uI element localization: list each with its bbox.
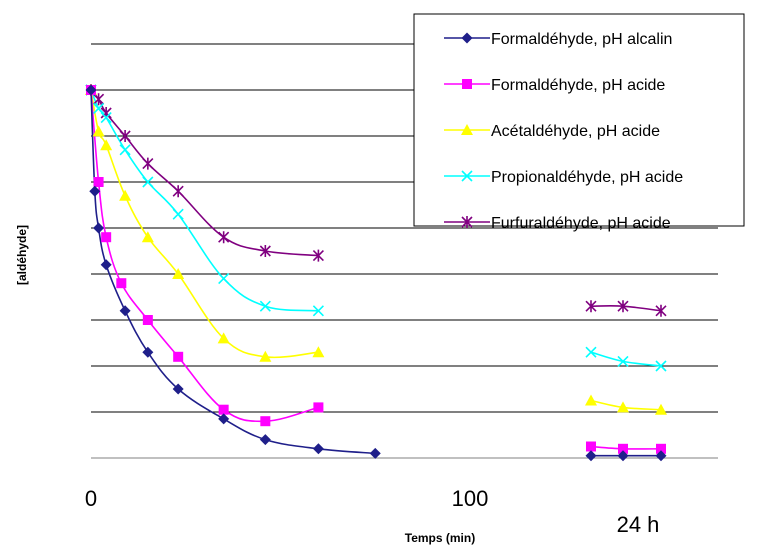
series-1-point-7: [260, 416, 271, 427]
series-1-point-6: [218, 404, 229, 415]
legend-label-1: Formaldéhyde, pH acide: [491, 77, 665, 94]
series-3-point-24h-0: [585, 346, 597, 358]
series-0-point-24h-0: [585, 450, 597, 462]
series-0-point-0: [85, 84, 97, 96]
series-4-line: [90, 89, 319, 257]
series-3-point-7: [259, 300, 271, 312]
series-markers: [85, 84, 667, 462]
series-4-point-24h-0: [585, 300, 597, 313]
series-4-point-8: [312, 249, 324, 262]
series-0-point-10: [369, 447, 381, 459]
series-0-point-4: [119, 305, 131, 317]
series-2-point-3: [119, 189, 132, 201]
legend-box: [413, 13, 745, 227]
series-0-point-3: [100, 259, 112, 271]
series-4-point-5: [172, 185, 184, 198]
series-4-point-24h-2: [655, 304, 667, 317]
series-0-point-2: [93, 222, 105, 234]
series-1-point-3: [116, 278, 127, 289]
series-3-point-8: [312, 305, 324, 317]
series-3-point-2: [100, 112, 112, 124]
series-3-point-6: [218, 273, 230, 285]
series-3-point-24h-2: [655, 360, 667, 372]
series-1-point-24h-0: [586, 441, 596, 452]
x-axis-title: Temps (min): [405, 531, 475, 545]
series-4-point-4: [142, 157, 154, 170]
series-4-point-6: [218, 231, 230, 244]
x-tick-label-0: 0: [85, 486, 97, 511]
series-2-point-6: [217, 332, 230, 344]
legend-label-2: Acétaldéhyde, pH acide: [491, 123, 660, 140]
y-axis-title: [aldéhyde]: [15, 225, 29, 285]
series-2-point-7: [259, 350, 272, 362]
series-1-point-24h-1: [618, 443, 628, 454]
x-tick-label-24h: 24 h: [617, 512, 660, 537]
series-0-point-6: [172, 383, 184, 395]
series-1-point-8: [313, 402, 324, 413]
series-3-point-3: [119, 144, 131, 156]
series-3-point-5: [172, 208, 184, 220]
series-0-point-5: [142, 346, 154, 358]
legend-marker-0: [461, 32, 473, 44]
series-1-point-5: [173, 351, 184, 362]
legend-label-4: Furfuraldéhyde, pH acide: [491, 215, 671, 232]
series-4-point-1: [93, 93, 105, 106]
series-2-point-24h-2: [655, 403, 667, 415]
series-0-point-7: [218, 413, 230, 425]
series-2-point-24h-1: [617, 401, 629, 413]
series-0-point-24h-2: [655, 450, 667, 462]
legend-marker-3: [461, 170, 473, 182]
legend-marker-4: [461, 216, 473, 228]
legend-label-3: Propionaldéhyde, pH acide: [491, 169, 683, 186]
x-tick-label-100: 100: [452, 486, 489, 511]
series-3-point-1: [93, 102, 105, 114]
series-1-point-4: [142, 315, 153, 325]
series-2-point-2: [100, 139, 113, 151]
legend-marker-2: [461, 124, 473, 135]
series-2-point-24h-0: [585, 394, 597, 406]
series-1-point-2: [101, 232, 112, 243]
series-4-point-7: [259, 245, 271, 257]
series-0-point-9: [312, 443, 324, 455]
series-3-point-24h-1: [617, 355, 629, 367]
series-2-point-4: [141, 231, 154, 243]
series-0-point-8: [259, 434, 271, 446]
series-2-point-1: [92, 125, 105, 137]
series-1-point-24h-2: [656, 443, 666, 454]
series-2-point-5: [172, 268, 185, 279]
legend: Formaldéhyde, pH alcalin Formaldéhyde, pH…: [413, 13, 745, 232]
legend-marker-1: [462, 79, 472, 89]
legend-label-0: Formaldéhyde, pH alcalin: [491, 31, 672, 48]
series-0-point-24h-1: [617, 450, 629, 462]
series-0-line: [90, 89, 376, 455]
series-2-point-8: [312, 346, 325, 358]
series-4-point-24h-1: [617, 300, 629, 313]
series-1-point-1: [93, 177, 104, 187]
series-0-point-1: [89, 185, 101, 197]
series-3-point-4: [142, 176, 154, 188]
series-4-point-3: [119, 130, 131, 142]
